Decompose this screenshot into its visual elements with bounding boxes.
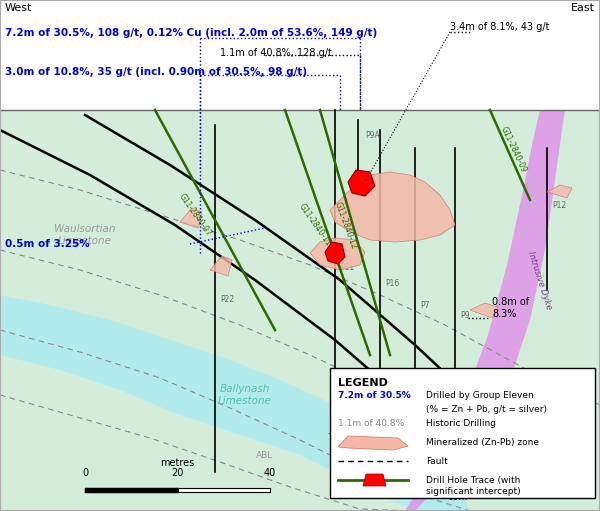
Polygon shape bbox=[180, 208, 202, 228]
Text: (% = Zn + Pb, g/t = silver): (% = Zn + Pb, g/t = silver) bbox=[426, 405, 547, 413]
Text: P9A: P9A bbox=[365, 130, 380, 140]
Polygon shape bbox=[0, 110, 600, 511]
Text: significant intercept): significant intercept) bbox=[426, 487, 521, 497]
Polygon shape bbox=[470, 303, 498, 318]
Text: G11-2840-09: G11-2840-09 bbox=[499, 126, 527, 174]
Text: 90m: 90m bbox=[370, 443, 390, 452]
Text: East: East bbox=[571, 3, 595, 13]
Text: G11-2840-12: G11-2840-12 bbox=[332, 200, 358, 250]
Text: 7.2m of 30.5%, 108 g/t, 0.12% Cu (incl. 2.0m of 53.6%, 149 g/t): 7.2m of 30.5%, 108 g/t, 0.12% Cu (incl. … bbox=[5, 28, 377, 38]
Text: 0: 0 bbox=[82, 468, 88, 478]
Text: metres: metres bbox=[160, 458, 194, 468]
Polygon shape bbox=[310, 238, 365, 270]
Polygon shape bbox=[365, 110, 565, 511]
Polygon shape bbox=[363, 474, 386, 486]
Text: Waulsortian
Limestone: Waulsortian Limestone bbox=[54, 224, 116, 246]
Text: Fault: Fault bbox=[426, 456, 448, 466]
Text: P12: P12 bbox=[552, 200, 566, 210]
Text: West: West bbox=[5, 3, 32, 13]
Polygon shape bbox=[210, 256, 232, 276]
Text: 1.1m of 40.8%, 128 g/t: 1.1m of 40.8%, 128 g/t bbox=[220, 48, 332, 58]
Polygon shape bbox=[338, 436, 408, 450]
FancyBboxPatch shape bbox=[330, 368, 595, 498]
Text: 78m: 78m bbox=[327, 432, 347, 442]
Polygon shape bbox=[0, 295, 470, 511]
Polygon shape bbox=[348, 170, 375, 196]
Text: Drilled by Group Eleven: Drilled by Group Eleven bbox=[426, 391, 534, 401]
Text: G11-2840-11: G11-2840-11 bbox=[297, 202, 333, 248]
Text: 0.8m of
8.3%: 0.8m of 8.3% bbox=[492, 297, 529, 319]
Text: 20: 20 bbox=[172, 468, 184, 478]
Text: 7.2m of 30.5%: 7.2m of 30.5% bbox=[338, 391, 411, 401]
Text: G11-2840-07: G11-2840-07 bbox=[177, 192, 213, 238]
Polygon shape bbox=[0, 110, 600, 385]
Text: P22: P22 bbox=[220, 295, 234, 305]
Text: 3.0m of 10.8%, 35 g/t (incl. 0.90m of 30.5%, 98 g/t): 3.0m of 10.8%, 35 g/t (incl. 0.90m of 30… bbox=[5, 67, 307, 77]
Text: 1.1m of 40.8%: 1.1m of 40.8% bbox=[338, 419, 404, 428]
Text: P11: P11 bbox=[340, 264, 354, 272]
Polygon shape bbox=[325, 242, 345, 264]
Text: Ballynash
Limestone: Ballynash Limestone bbox=[218, 384, 272, 406]
Text: 3.4m of 8.1%, 43 g/t: 3.4m of 8.1%, 43 g/t bbox=[450, 22, 550, 32]
Text: ABL: ABL bbox=[256, 451, 274, 459]
Text: P9: P9 bbox=[460, 311, 470, 319]
Text: Historic Drilling: Historic Drilling bbox=[426, 419, 496, 428]
Text: Intrusive Dyke: Intrusive Dyke bbox=[526, 250, 554, 310]
Text: LEGEND: LEGEND bbox=[338, 378, 388, 388]
Text: 0.5m of 3.25%: 0.5m of 3.25% bbox=[5, 239, 90, 249]
Text: P16: P16 bbox=[385, 278, 399, 288]
Polygon shape bbox=[330, 172, 455, 242]
Polygon shape bbox=[547, 185, 572, 198]
Text: 40: 40 bbox=[264, 468, 276, 478]
Text: P7: P7 bbox=[420, 300, 430, 310]
Text: Drill Hole Trace (with: Drill Hole Trace (with bbox=[426, 476, 520, 484]
Text: Mineralized (Zn-Pb) zone: Mineralized (Zn-Pb) zone bbox=[426, 437, 539, 447]
Text: 69m: 69m bbox=[448, 494, 468, 502]
